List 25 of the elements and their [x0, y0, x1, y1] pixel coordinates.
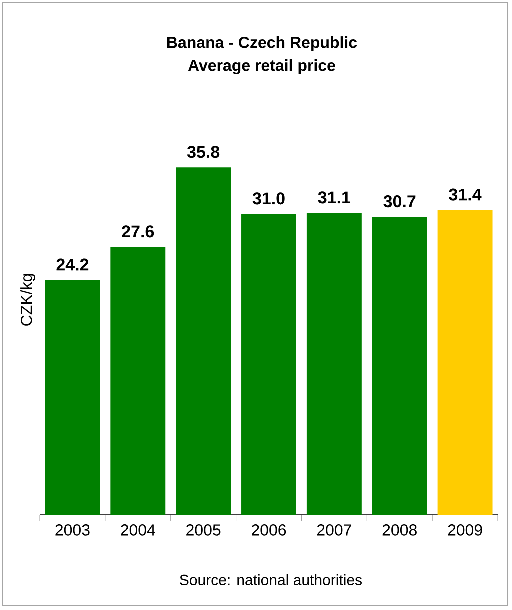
data-label: 27.6 [122, 226, 154, 238]
chart-subtitle: Average retail price [188, 60, 336, 74]
data-label: 31.0 [252, 192, 285, 205]
bar [176, 168, 232, 515]
data-label: 24.2 [56, 258, 89, 271]
x-tick-label: 2008 [382, 524, 417, 536]
bar [306, 213, 362, 515]
bar [110, 247, 166, 515]
x-tick-label: 2003 [56, 524, 90, 536]
chart-title: Banana - Czech Republic [167, 36, 358, 52]
y-axis-title: CZK/kg [20, 274, 36, 326]
data-label: 31.1 [318, 192, 351, 204]
data-label: 30.7 [384, 196, 416, 208]
bar [242, 214, 296, 515]
data-label: 35.8 [187, 146, 220, 158]
bar [372, 217, 428, 515]
x-tick-label: 2009 [448, 524, 482, 536]
x-tick-label: 2004 [121, 524, 156, 536]
data-label: 31.4 [449, 188, 482, 201]
bar [45, 280, 100, 515]
source-note: Source: national authorities [180, 574, 362, 586]
x-tick-label: 2005 [186, 524, 221, 536]
x-tick-label: 2006 [252, 524, 286, 536]
x-tick-label: 2007 [317, 524, 352, 536]
bar [438, 210, 493, 515]
